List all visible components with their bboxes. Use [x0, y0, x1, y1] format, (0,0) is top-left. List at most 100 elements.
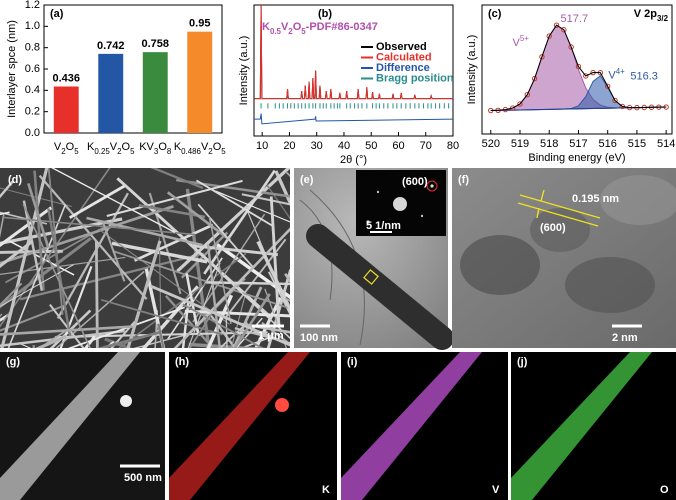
nanowire: [0, 329, 125, 348]
chart-title: V 2p3/2: [634, 8, 669, 23]
lattice-contrast: [460, 175, 676, 313]
nanowire: [149, 284, 290, 347]
x-tick-label: 518: [540, 138, 558, 150]
spot: [366, 220, 370, 224]
nanowire: [206, 244, 221, 348]
data-point: [524, 92, 531, 98]
o-signal: [511, 352, 652, 500]
nanowire: [33, 170, 45, 291]
panel-label: (c): [488, 8, 502, 20]
x-tick-label: K0.25V2O5: [87, 141, 135, 156]
data-point: [604, 83, 611, 89]
nanowire: [22, 200, 44, 291]
nanowire: [47, 208, 72, 336]
plane-label: (600): [540, 222, 566, 234]
data-point: [546, 33, 552, 39]
nanowire: [7, 204, 67, 348]
particle: [120, 395, 132, 407]
nanowire: [50, 168, 176, 234]
nanowire: [22, 203, 92, 348]
nanowire: [158, 237, 162, 317]
spot: [420, 214, 424, 218]
nanowire: [0, 206, 53, 248]
nanowire: [274, 170, 290, 207]
nanowire: [187, 262, 221, 348]
nanowire: [150, 168, 204, 190]
nanowire: [208, 216, 232, 325]
nanowire: [232, 286, 263, 348]
x-axis-label: 2θ (°): [340, 154, 367, 166]
panel-label: (e): [300, 174, 314, 186]
k-signal: [169, 352, 310, 500]
peak-name: V5+: [513, 34, 530, 49]
nanowire: [19, 252, 205, 301]
nanowire: [98, 228, 231, 325]
nanowire: [265, 182, 290, 220]
nanowire: [100, 298, 223, 336]
scale-text: 5 1/nm: [366, 220, 401, 232]
nanowire: [35, 334, 67, 348]
x-tick-label: V2O5: [54, 141, 79, 156]
nanowire: [0, 168, 49, 348]
nanowire: [27, 183, 50, 248]
scale-text: 2 nm: [612, 332, 638, 344]
nanowire: [94, 241, 99, 348]
panel-label: (h): [175, 356, 189, 368]
panel-label: (d): [8, 174, 22, 186]
panel-label: (a): [50, 8, 64, 20]
data-point: [575, 63, 582, 70]
nanowire: [176, 168, 290, 273]
data-point: [583, 73, 589, 79]
nanowire: [230, 296, 246, 348]
central-spot: [393, 197, 407, 211]
nanowire: [0, 237, 92, 309]
nanowire: [166, 191, 232, 242]
x-axis-label: Binding energy (eV): [528, 152, 625, 164]
scale-text: 100 nm: [300, 332, 338, 344]
nanowire: [0, 282, 23, 307]
annotation: K0.5V2O5-PDF#86-0347: [262, 21, 378, 36]
nanowire: [235, 317, 263, 348]
y-axis-label: Intensity (a.u.): [466, 35, 478, 105]
v-signal: [341, 352, 482, 500]
y-tick-label: 0.0: [25, 127, 40, 139]
nanowire: [141, 285, 200, 348]
data-point: [561, 27, 567, 33]
y-tick-label: 0.2: [25, 106, 40, 118]
bar: [142, 52, 168, 133]
spot-marker: [426, 180, 438, 192]
x-tick-label: 20: [283, 140, 295, 152]
nanowire: [216, 243, 290, 300]
nanowire: [0, 256, 126, 275]
nanowire: [215, 190, 290, 223]
value-label: 0.95: [189, 18, 210, 30]
nanowire: [268, 271, 290, 316]
peak-name: V4+: [608, 66, 625, 81]
nanowire: [148, 192, 182, 295]
peak-value: 517.7: [561, 13, 589, 25]
nanowire: [110, 320, 136, 348]
nanowire: [47, 168, 64, 315]
y-axis-label: Intensity (a.u.): [238, 36, 250, 106]
value-label: 0.436: [52, 72, 80, 84]
nanowire: [261, 321, 290, 346]
nanowire: [206, 294, 234, 348]
nanowire: [206, 281, 290, 286]
data-point: [553, 22, 560, 28]
nanowire: [49, 309, 92, 348]
y-tick-label: 1.2: [25, 0, 40, 11]
nanowire: [266, 269, 290, 348]
nanorod: [0, 352, 140, 500]
nanowire: [0, 239, 34, 269]
x-tick-label: 517: [569, 138, 587, 150]
nanowire: [195, 179, 274, 228]
y-tick-label: 0.4: [25, 84, 40, 96]
nanowire: [157, 323, 165, 348]
nanowire: [233, 293, 271, 348]
x-tick-label: 40: [338, 140, 350, 152]
panel-label: (b): [318, 8, 332, 20]
fringe-line: [519, 194, 601, 219]
scale-text: 1 μm: [258, 330, 284, 342]
nanowire: [38, 330, 66, 348]
nanowire: [133, 333, 188, 348]
